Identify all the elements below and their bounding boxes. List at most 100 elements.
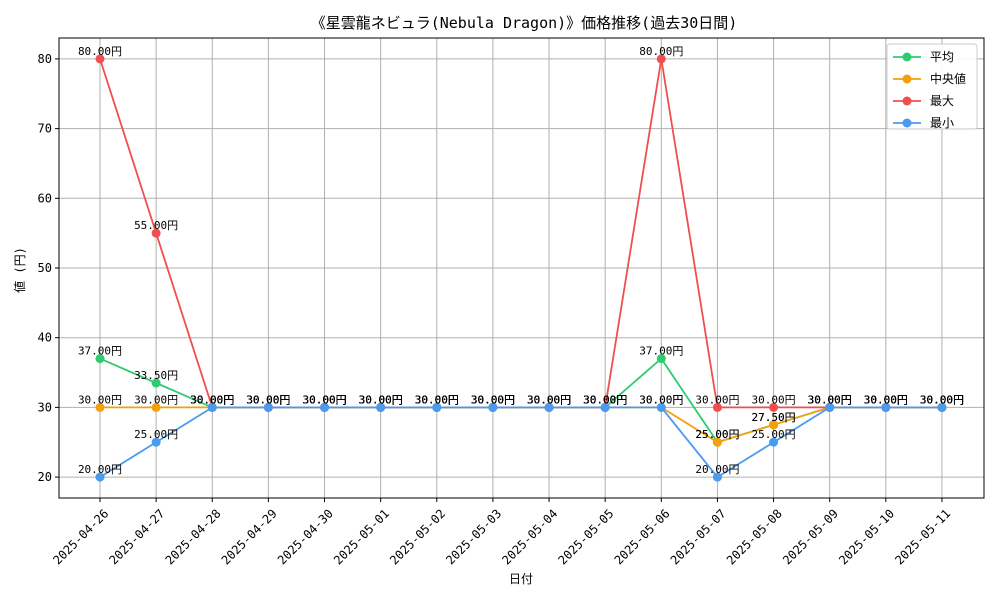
data-point [432, 402, 442, 412]
data-label: 30.00円 [583, 393, 627, 406]
data-point [937, 402, 947, 412]
data-label: 25.00円 [695, 428, 739, 441]
data-label: 30.00円 [415, 393, 459, 406]
data-label: 30.00円 [302, 393, 346, 406]
data-label: 30.00円 [415, 393, 459, 406]
data-label: 25.00円 [695, 428, 739, 441]
data-label: 30.00円 [78, 393, 122, 406]
legend-item: 最小 [893, 116, 954, 130]
x-tick-label: 2025-05-09 [780, 506, 841, 567]
data-point [95, 354, 105, 364]
data-label: 30.00円 [302, 393, 346, 406]
y-tick-label: 70 [38, 122, 52, 136]
data-label: 30.00円 [190, 393, 234, 406]
data-point [207, 402, 217, 412]
legend-label: 中央値 [930, 71, 966, 86]
data-label: 30.00円 [527, 393, 571, 406]
data-label: 30.00円 [583, 393, 627, 406]
data-label: 25.00円 [751, 428, 795, 441]
series-line [99, 406, 942, 479]
data-label: 30.00円 [527, 393, 571, 406]
y-tick-label: 30 [38, 400, 52, 414]
data-label: 30.00円 [134, 393, 178, 406]
data-label: 30.00円 [246, 393, 290, 406]
data-label: 30.00円 [808, 393, 852, 406]
y-axis-label: 値 (円) [12, 247, 27, 293]
series-line [100, 406, 942, 444]
data-label: 30.00円 [808, 393, 852, 406]
data-point [825, 402, 835, 412]
data-point [544, 402, 554, 412]
legend-marker [902, 52, 912, 62]
data-label: 30.00円 [471, 393, 515, 406]
data-label: 27.50円 [751, 411, 795, 424]
data-label: 37.00円 [639, 345, 683, 358]
data-label: 30.00円 [920, 393, 964, 406]
data-label: 30.00円 [864, 393, 908, 406]
data-label: 25.00円 [134, 428, 178, 441]
x-tick-label: 2025-04-28 [163, 506, 224, 567]
data-label: 30.00円 [920, 393, 964, 406]
data-point [656, 354, 666, 364]
data-point [769, 437, 779, 447]
data-label: 37.00円 [78, 345, 122, 358]
data-label: 30.00円 [808, 393, 852, 406]
series [95, 54, 947, 482]
data-point [95, 54, 105, 64]
data-label: 30.00円 [415, 393, 459, 406]
grid [59, 38, 984, 498]
data-label: 30.00円 [864, 393, 908, 406]
data-label: 30.00円 [527, 393, 571, 406]
data-point [656, 54, 666, 64]
data-point [320, 402, 330, 412]
data-point [263, 402, 273, 412]
x-tick-label: 2025-04-30 [275, 506, 336, 567]
x-tick-label: 2025-05-01 [331, 506, 392, 567]
data-label: 30.00円 [583, 393, 627, 406]
x-tick-label: 2025-04-29 [219, 506, 280, 567]
data-point [712, 472, 722, 482]
x-ticks: 2025-04-262025-04-272025-04-282025-04-29… [50, 498, 953, 567]
data-point [656, 402, 666, 412]
data-label: 30.00円 [246, 393, 290, 406]
data-point [95, 472, 105, 482]
data-point [151, 378, 161, 388]
data-label: 20.00円 [695, 463, 739, 476]
x-tick-label: 2025-05-07 [668, 506, 729, 567]
data-point [600, 402, 610, 412]
data-label: 30.00円 [359, 393, 403, 406]
data-label: 55.00円 [134, 219, 178, 232]
data-label: 30.00円 [639, 393, 683, 406]
y-tick-label: 50 [38, 261, 52, 275]
data-label: 30.00円 [695, 393, 739, 406]
legend-item: 平均 [893, 50, 954, 64]
x-tick-label: 2025-05-11 [892, 506, 953, 567]
x-tick-label: 2025-04-26 [50, 506, 111, 567]
data-label: 30.00円 [190, 393, 234, 406]
series-1 [95, 402, 947, 447]
x-tick-label: 2025-05-08 [724, 506, 785, 567]
data-point [769, 420, 779, 430]
data-point [95, 402, 105, 412]
x-tick-label: 2025-05-04 [499, 506, 560, 567]
data-label: 30.00円 [302, 393, 346, 406]
data-label: 30.00円 [527, 393, 571, 406]
x-tick-label: 2025-04-27 [106, 506, 167, 567]
legend-marker [902, 74, 912, 84]
data-label: 33.50円 [134, 369, 178, 382]
x-tick-label: 2025-05-05 [556, 506, 617, 567]
data-point [712, 437, 722, 447]
legend-marker [902, 96, 912, 106]
data-label: 30.00円 [471, 393, 515, 406]
legend-label: 最小 [930, 116, 954, 130]
legend-marker [902, 118, 912, 128]
data-point [151, 402, 161, 412]
data-point [769, 402, 779, 412]
x-tick-label: 2025-05-02 [387, 506, 448, 567]
legend-item: 中央値 [893, 71, 966, 86]
series-3 [95, 402, 947, 482]
y-tick-label: 60 [38, 191, 52, 205]
data-label: 30.00円 [808, 393, 852, 406]
